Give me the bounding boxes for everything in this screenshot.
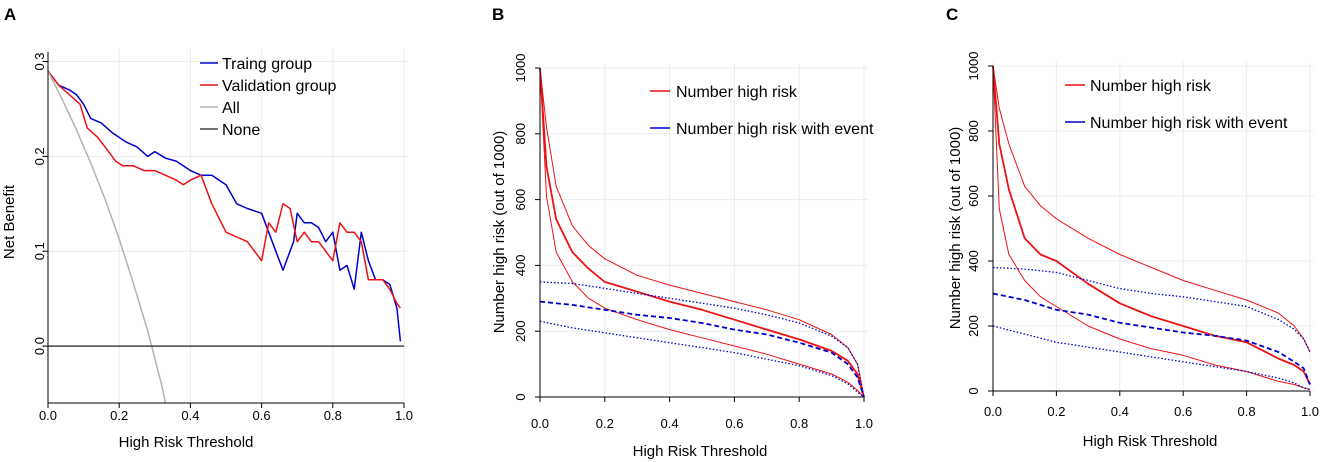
panel-c-x-label: High Risk Threshold (1083, 433, 1218, 450)
panel-a-y-tick-label: 0.0 (32, 337, 47, 355)
panel-c-axes (992, 66, 1310, 392)
panel-c-series-number-high-risk (992, 65, 1311, 385)
panel-a-series-all (47, 70, 167, 404)
panel-a-y-label: Net Benefit (1, 184, 18, 259)
panel-c-x-tick-label: 0.8 (1238, 404, 1256, 419)
panel-b-axes (539, 68, 864, 398)
panel-b-x-tick-label: 0.8 (790, 416, 808, 431)
legend-label-number-high-risk-with-event: Number high risk with event (676, 121, 874, 138)
panel-a-x-label: High Risk Threshold (119, 434, 254, 451)
panel-b-y-tick-label: 600 (513, 189, 528, 211)
legend-label-number-high-risk: Number high risk (676, 84, 798, 101)
panel-a-y-tick-label: 0.3 (32, 52, 47, 70)
panel-c-x-tick-label: 0.4 (1111, 404, 1129, 419)
panel-b-y-label: Number high risk (out of 1000) (491, 131, 508, 334)
panel-a-x-tick-label: 0.2 (110, 408, 128, 423)
legend-label-number-high-risk-with-event: Number high risk with event (1090, 115, 1288, 132)
panel-c-series-number-high-risk-upper-ci (992, 65, 1311, 353)
panel-c-x-tick-label: 0.0 (984, 404, 1002, 419)
panel-b-x-tick-label: 0.0 (531, 416, 549, 431)
panel-b-y-tick-label: 400 (513, 255, 528, 277)
panel-c-y-tick-label: 400 (966, 250, 981, 272)
panel-c-series-number-high-risk-with-event-upper-ci (992, 266, 1311, 353)
panel-b-letter: B (492, 5, 504, 24)
panel-b-legend: Number high risk Number high risk with e… (650, 84, 874, 138)
panel-a-x-tick-label: 0.0 (39, 408, 57, 423)
panel-c-x-tick-label: 1.0 (1301, 404, 1319, 419)
panel-a-x-tick-label: 0.6 (253, 408, 271, 423)
panel-c-legend: Number high risk Number high risk with e… (1065, 78, 1288, 132)
panel-c-letter: C (946, 5, 958, 24)
panel-a-series-traing-group (47, 70, 402, 342)
panel-b-series-number-high-risk-lower-ci (539, 67, 865, 398)
panel-b-series (539, 67, 865, 398)
panel-a-x-ticks: 0.0 0.2 0.4 0.6 0.8 1.0 (39, 403, 413, 423)
panel-a-legend: Traing group Validation group All None (200, 56, 337, 139)
panel-b-y-tick-label: 200 (513, 320, 528, 342)
panel-b-x-tick-label: 0.2 (596, 416, 614, 431)
panel-c-y-tick-label: 1000 (966, 52, 981, 81)
panel-c-series-number-high-risk-with-event (992, 292, 1311, 385)
panel-c-y-tick-label: 0 (966, 387, 981, 394)
panel-c-grid (992, 62, 1314, 392)
panel-a-series (47, 70, 404, 404)
panel-a-series-validation-group (47, 70, 402, 309)
panel-a: A 0.0 0.2 0.4 0.6 0.8 1.0 0.0 0.1 0.2 0.3 High R… (1, 5, 413, 451)
panel-b-series-number-high-risk (539, 67, 865, 398)
legend-label-validation-group: Validation group (222, 78, 337, 95)
legend-label-traing-group: Traing group (222, 56, 312, 73)
panel-b-y-tick-label: 1000 (513, 54, 528, 83)
panel-a-letter: A (4, 5, 16, 24)
panel-b-y-tick-label: 0 (513, 393, 528, 400)
panel-c-y-tick-label: 200 (966, 315, 981, 337)
panel-b-y-ticks: 0 200 400 600 800 1000 (513, 54, 540, 401)
panel-a-x-tick-label: 1.0 (395, 408, 413, 423)
panel-b-x-label: High Risk Threshold (633, 443, 768, 460)
panel-a-x-tick-label: 0.8 (324, 408, 342, 423)
panel-a-y-tick-label: 0.1 (32, 242, 47, 260)
legend-label-all: All (222, 100, 240, 117)
panel-c-series-number-high-risk-lower-ci (992, 65, 1311, 390)
panel-b-series-number-high-risk-upper-ci (539, 67, 865, 398)
panel-b-y-tick-label: 800 (513, 123, 528, 145)
panel-b-series-number-high-risk-with-event (539, 300, 865, 398)
panel-b-series-number-high-risk-with-event-lower-ci (539, 320, 865, 398)
panel-c-y-tick-label: 800 (966, 120, 981, 142)
legend-label-none: None (222, 122, 260, 139)
panel-b: B 0.0 0.2 0.4 0.6 0.8 1.0 0 200 400 600 800 1000 H… (491, 5, 874, 460)
panel-c-x-ticks: 0.0 0.2 0.4 0.6 0.8 1.0 (984, 391, 1319, 419)
panel-a-axes (47, 52, 404, 404)
panel-b-x-tick-label: 1.0 (855, 416, 873, 431)
panel-c-series-number-high-risk-with-event-lower-ci (992, 325, 1311, 391)
panel-c-x-tick-label: 0.6 (1174, 404, 1192, 419)
panel-c-x-tick-label: 0.2 (1047, 404, 1065, 419)
panel-a-x-tick-label: 0.4 (181, 408, 199, 423)
panel-c: C 0.0 0.2 0.4 0.6 0.8 1.0 0 200 400 600 800 1000 H… (946, 5, 1319, 450)
panel-a-y-ticks: 0.0 0.1 0.2 0.3 (32, 52, 48, 355)
panel-c-y-tick-label: 600 (966, 185, 981, 207)
panel-c-y-ticks: 0 200 400 600 800 1000 (966, 52, 993, 395)
panel-a-y-tick-label: 0.2 (32, 147, 47, 165)
panel-b-x-ticks: 0.0 0.2 0.4 0.6 0.8 1.0 (531, 397, 873, 431)
panel-c-y-label: Number high risk (out of 1000) (947, 127, 964, 330)
legend-label-number-high-risk: Number high risk (1090, 78, 1212, 95)
panel-b-x-tick-label: 0.4 (661, 416, 679, 431)
panel-b-series-number-high-risk-with-event-upper-ci (539, 281, 865, 398)
panel-c-series (992, 65, 1311, 391)
panel-b-x-tick-label: 0.6 (725, 416, 743, 431)
